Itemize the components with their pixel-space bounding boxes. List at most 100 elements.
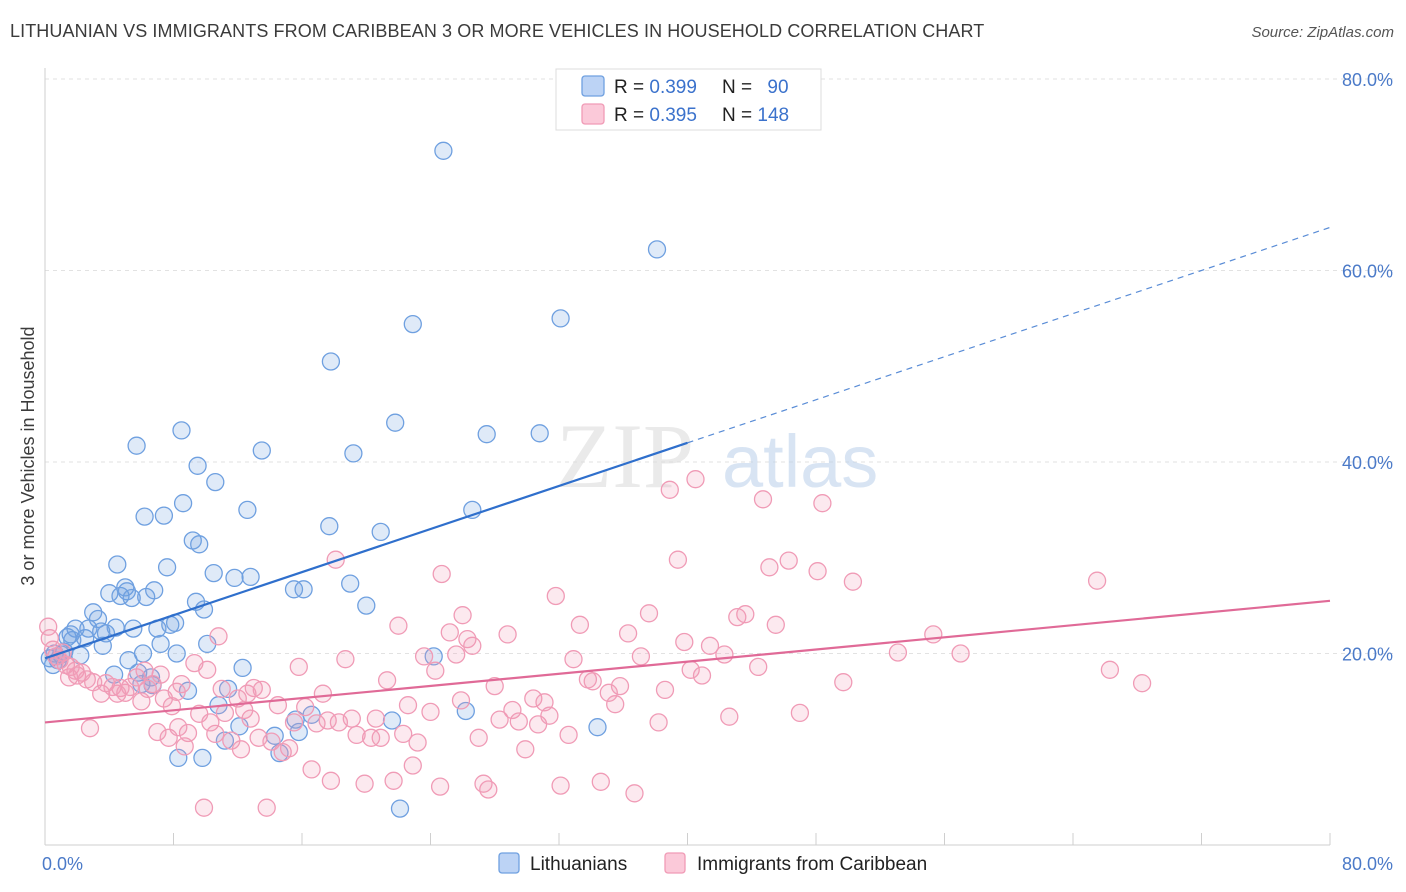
lithuanians-point-58 [215,731,235,750]
y-tick-label-0: 20.0% [1342,645,1393,665]
caribbean-point-61 [289,657,308,677]
lithuanians-point-60 [225,568,244,588]
caribbean-point-76 [371,728,390,747]
caribbean-point-102 [509,712,528,731]
caribbean-point-144 [834,673,853,692]
caribbean-point-108 [546,586,565,606]
lithuanians-point-71 [294,580,313,599]
caribbean-point-107 [540,706,559,725]
legend: R = 0.399 N = 90 R = 0.395 N = 148 [555,68,822,131]
svg-text:N = 148: N = 148 [722,105,789,126]
caribbean-point-117 [606,695,625,714]
lithuanians-point-91 [647,240,667,259]
caribbean-point-36 [178,723,198,743]
series-lithuanians-points [40,141,667,818]
caribbean-point-75 [366,709,386,728]
lithuanians-point-64 [241,567,260,587]
lithuanians-point-90 [588,718,607,737]
caribbean-point-84 [414,647,434,666]
caribbean-point-109 [551,776,570,795]
chart-title: LITHUANIAN VS IMMIGRANTS FROM CARIBBEAN … [10,21,985,41]
caribbean-point-121 [631,647,651,666]
caribbean-point-151 [1132,674,1152,693]
caribbean-point-62 [296,697,315,717]
lithuanians-point-73 [320,517,339,536]
lithuanians-point-79 [382,711,402,730]
lithuanians-point-63 [238,500,257,520]
caribbean-point-77 [377,671,397,690]
caribbean-point-43 [209,627,228,646]
legend-swatch-caribbean [581,103,605,125]
caribbean-point-137 [753,490,773,509]
caribbean-point-70 [336,650,355,669]
lithuanians-point-38 [151,634,170,654]
caribbean-point-147 [924,625,943,644]
x-tick-label-1: 80.0% [1342,854,1393,874]
caribbean-point-48 [231,740,251,759]
caribbean-point-138 [760,558,779,577]
caribbean-point-126 [668,550,688,569]
lithuanians-point-59 [218,679,238,699]
y-tick-label-2: 60.0% [1342,262,1393,282]
lithuanians-point-88 [530,424,549,443]
lithuanians-point-65 [252,441,271,460]
legend-swatch-lithuanians [581,75,605,97]
lithuanians-point-9 [66,619,85,638]
watermark-atlas: atlas [722,420,878,503]
caribbean-point-90 [447,645,466,664]
legend-r-label-1: R = [614,77,649,98]
caribbean-point-148 [951,644,970,663]
lithuanians-point-89 [551,309,570,328]
caribbean-point-100 [498,625,517,644]
caribbean-point-40 [198,660,217,679]
caribbean-point-103 [516,740,535,759]
caribbean-point-141 [790,703,810,723]
caribbean-point-55 [257,798,276,817]
caribbean-point-96 [474,774,493,793]
axes [44,68,1331,846]
caribbean-point-39 [194,798,214,817]
caribbean-point-149 [1087,571,1107,590]
caribbean-point-92 [453,606,472,625]
caribbean-point-73 [355,774,374,793]
lithuanians-point-17 [96,624,116,643]
lithuanians-point-44 [169,748,188,768]
caribbean-point-104 [524,689,543,708]
caribbean-point-51 [241,709,260,728]
lithuanians-trend-extension [687,226,1331,444]
caribbean-point-82 [403,756,422,775]
caribbean-point-10 [67,666,87,685]
caribbean-point-41 [201,713,220,732]
caribbean-point-139 [766,615,785,634]
caribbean-point-34 [172,674,191,694]
caribbean-point-42 [206,724,225,744]
y-axis-label: 3 or more Vehicles in Household [18,326,38,585]
caribbean-point-86 [426,661,445,680]
caribbean-point-135 [736,605,755,624]
lithuanians-point-20 [106,618,125,637]
lithuanians-point-31 [133,644,153,663]
bottom-legend-label-lithuanians: Lithuanians [530,854,627,875]
lithuanians-point-75 [341,574,360,593]
caribbean-point-145 [843,572,863,591]
lithuanians-trend-line [44,441,688,660]
caribbean-point-140 [779,551,798,570]
x-tick-label-0: 0.0% [42,854,83,874]
series-caribbean-points [39,470,1152,817]
caribbean-point-88 [432,564,451,584]
lithuanians-point-32 [135,507,154,526]
lithuanians-point-36 [145,581,164,600]
lithuanians-point-74 [321,352,341,371]
caribbean-point-56 [262,732,281,751]
caribbean-point-114 [583,672,602,691]
caribbean-point-123 [649,713,668,732]
lithuanians-point-80 [386,413,405,432]
caribbean-point-112 [570,615,590,634]
lithuanians-point-81 [390,799,410,818]
caribbean-point-28 [151,665,170,684]
caribbean-point-95 [469,728,488,747]
caribbean-point-0 [39,617,58,636]
caribbean-point-33 [169,718,188,737]
caribbean-point-124 [655,680,675,700]
